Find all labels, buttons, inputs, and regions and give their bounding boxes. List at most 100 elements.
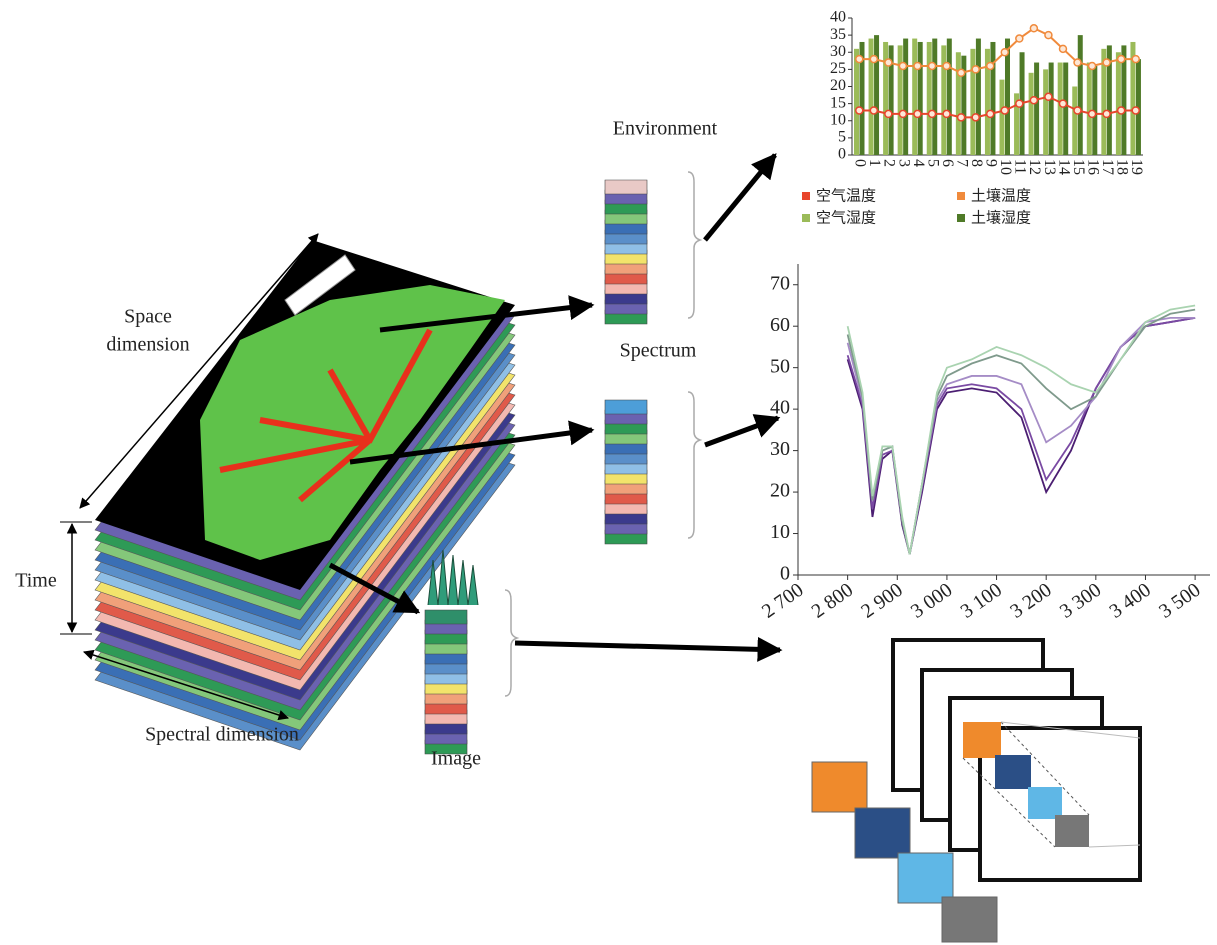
conv-panel xyxy=(812,640,1140,942)
spectrum-line xyxy=(848,318,1195,554)
y-tick-label: 50 xyxy=(770,355,790,377)
data-cube xyxy=(95,180,647,754)
legend-swatch xyxy=(957,192,965,200)
x-tick-label: 3 400 xyxy=(1105,579,1154,623)
marker xyxy=(943,110,950,117)
x-tick-label: 3 000 xyxy=(907,579,956,623)
marker xyxy=(987,110,994,117)
x-tick-label: 18 xyxy=(1114,159,1131,175)
x-tick-label: 10 xyxy=(997,159,1014,175)
marker xyxy=(856,56,863,63)
legend-label: 空气湿度 xyxy=(816,209,876,227)
x-tick-label: 2 700 xyxy=(758,579,807,623)
mini-layer xyxy=(605,180,647,194)
x-tick-label: 9 xyxy=(983,159,1000,167)
bar xyxy=(1063,63,1068,155)
x-tick-label: 16 xyxy=(1084,159,1101,175)
cell xyxy=(963,722,1001,758)
brace xyxy=(688,172,700,318)
cell xyxy=(1028,787,1062,819)
bar xyxy=(1049,63,1054,155)
mini-layer xyxy=(605,400,647,414)
bar xyxy=(1043,69,1048,155)
marker xyxy=(870,56,877,63)
bar xyxy=(1078,35,1083,155)
legend-label: 空气温度 xyxy=(816,187,876,205)
y-tick-label: 35 xyxy=(830,26,846,43)
legend-label: 土壤湿度 xyxy=(971,209,1031,227)
bar xyxy=(947,39,952,155)
y-tick-label: 30 xyxy=(830,43,846,60)
bar xyxy=(918,42,923,155)
marker xyxy=(1132,56,1139,63)
marker xyxy=(1089,110,1096,117)
bar xyxy=(1029,73,1034,155)
y-tick-label: 20 xyxy=(830,77,846,94)
arrow xyxy=(705,418,778,445)
marker xyxy=(1089,62,1096,69)
cell xyxy=(995,755,1031,789)
bar xyxy=(903,39,908,155)
bar xyxy=(1000,80,1005,155)
braces xyxy=(505,172,700,696)
chart-env: 0510152025303540012345678910111213141516… xyxy=(802,9,1145,227)
marker xyxy=(958,69,965,76)
x-tick-label: 3 100 xyxy=(957,579,1006,623)
bar xyxy=(976,39,981,155)
bar xyxy=(912,39,917,155)
marker xyxy=(1103,59,1110,66)
x-tick-label: 11 xyxy=(1012,159,1029,174)
label: Image xyxy=(431,748,481,770)
cell xyxy=(1055,815,1089,847)
bar xyxy=(990,42,995,155)
marker xyxy=(914,62,921,69)
x-tick-label: 19 xyxy=(1128,159,1145,175)
y-tick-label: 40 xyxy=(830,9,846,26)
marker xyxy=(929,62,936,69)
x-tick-label: 17 xyxy=(1099,159,1116,175)
y-tick-label: 5 xyxy=(838,129,846,146)
y-tick-label: 70 xyxy=(770,272,790,294)
x-tick-label: 0 xyxy=(852,159,869,167)
kernel xyxy=(855,808,910,858)
x-tick-label: 7 xyxy=(953,159,970,167)
y-tick-label: 0 xyxy=(780,563,790,585)
marker xyxy=(1045,93,1052,100)
y-tick-label: 25 xyxy=(830,60,846,77)
marker xyxy=(856,107,863,114)
x-tick-label: 13 xyxy=(1041,159,1058,175)
bar xyxy=(956,52,961,155)
y-tick-label: 30 xyxy=(770,438,790,460)
x-tick-label: 3 300 xyxy=(1056,579,1105,623)
x-tick-label: 15 xyxy=(1070,159,1087,175)
x-tick-label: 5 xyxy=(924,159,941,167)
kernel xyxy=(942,897,997,942)
arrow xyxy=(515,643,780,650)
bar xyxy=(1116,52,1121,155)
marker xyxy=(972,66,979,73)
spectrum-line xyxy=(848,305,1195,554)
chart-spectrum: 0102030405060702 7002 8002 9003 0003 100… xyxy=(758,264,1210,623)
marker xyxy=(870,107,877,114)
y-tick-label: 0 xyxy=(838,146,846,163)
marker xyxy=(1118,107,1125,114)
label: Time xyxy=(15,570,57,592)
marker xyxy=(1132,107,1139,114)
label: Environment xyxy=(613,118,718,140)
label: dimension xyxy=(106,334,189,356)
marker xyxy=(987,62,994,69)
label: Space xyxy=(124,306,172,328)
x-tick-label: 12 xyxy=(1026,159,1043,175)
bar xyxy=(970,49,975,155)
x-tick-label: 4 xyxy=(910,159,927,167)
marker xyxy=(1001,49,1008,56)
marker xyxy=(1059,100,1066,107)
x-tick-label: 14 xyxy=(1055,159,1072,175)
spectrum-line xyxy=(848,318,1195,554)
bar xyxy=(927,42,932,155)
x-tick-label: 6 xyxy=(939,159,956,167)
marker xyxy=(1016,35,1023,42)
spectrum-line xyxy=(848,318,1195,554)
bar xyxy=(854,49,859,155)
brace xyxy=(688,392,700,538)
